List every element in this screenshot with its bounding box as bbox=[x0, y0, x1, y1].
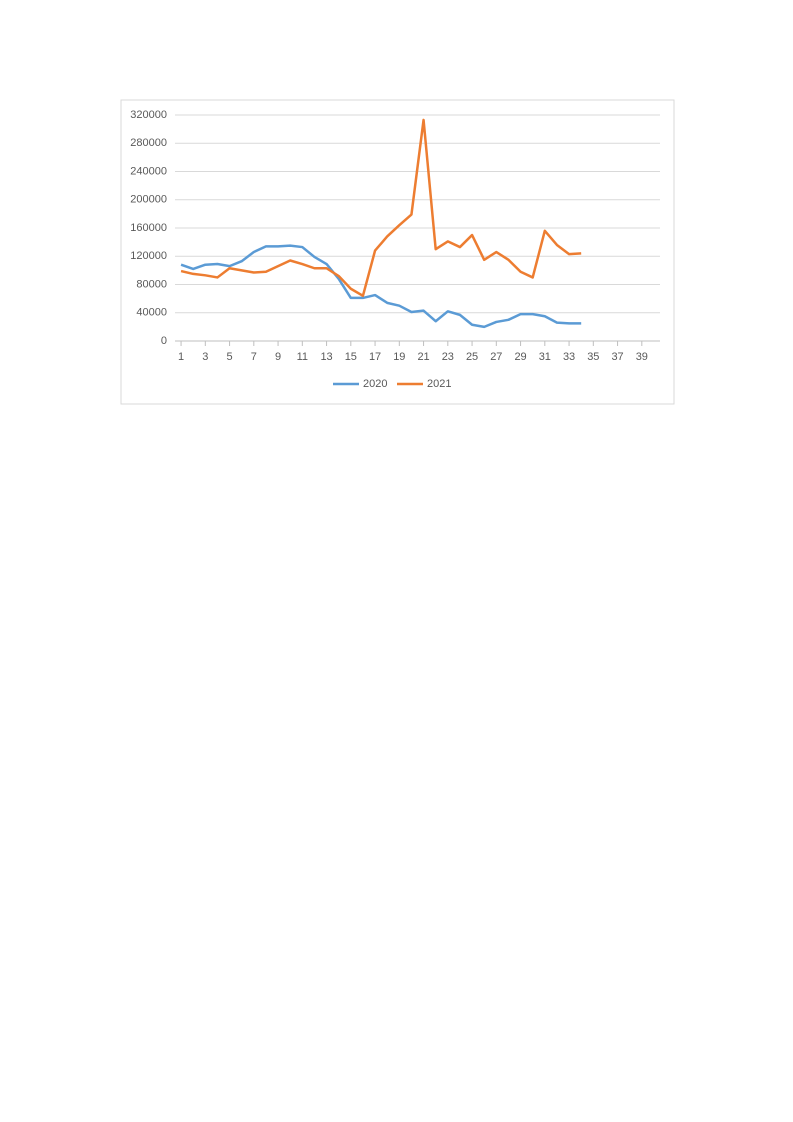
series-line bbox=[180, 244, 582, 329]
x-tick-label: 1 bbox=[178, 351, 184, 363]
x-tick-label: 3 bbox=[202, 351, 208, 363]
x-tick-label: 35 bbox=[587, 351, 599, 363]
y-tick-label: 280000 bbox=[130, 137, 167, 149]
series-line bbox=[180, 118, 582, 298]
x-tick-label: 21 bbox=[417, 351, 429, 363]
y-tick-label: 160000 bbox=[130, 222, 167, 234]
x-tick-label: 39 bbox=[636, 351, 648, 363]
x-tick-label: 25 bbox=[466, 351, 478, 363]
y-tick-label: 0 bbox=[161, 335, 167, 347]
x-tick-label: 37 bbox=[611, 351, 623, 363]
x-tick-label: 27 bbox=[490, 351, 502, 363]
x-tick-label: 19 bbox=[393, 351, 405, 363]
y-tick-label: 80000 bbox=[136, 278, 167, 290]
y-tick-label: 320000 bbox=[130, 109, 167, 121]
x-tick-label: 15 bbox=[345, 351, 357, 363]
x-tick-label: 33 bbox=[563, 351, 575, 363]
x-tick-label: 5 bbox=[227, 351, 233, 363]
legend-label: 2021 bbox=[427, 378, 451, 390]
legend-label: 2020 bbox=[363, 378, 387, 390]
x-tick-label: 13 bbox=[320, 351, 332, 363]
x-tick-label: 11 bbox=[297, 351, 308, 363]
x-tick-label: 17 bbox=[369, 351, 381, 363]
chart-frame bbox=[120, 99, 675, 405]
y-tick-label: 40000 bbox=[136, 307, 167, 319]
y-tick-label: 240000 bbox=[130, 165, 167, 177]
x-tick-label: 29 bbox=[514, 351, 526, 363]
x-tick-label: 31 bbox=[539, 351, 551, 363]
x-tick-label: 9 bbox=[275, 351, 281, 363]
y-tick-label: 120000 bbox=[130, 250, 167, 262]
y-tick-label: 200000 bbox=[130, 194, 167, 206]
x-tick-label: 23 bbox=[442, 351, 454, 363]
x-tick-label: 7 bbox=[251, 351, 257, 363]
